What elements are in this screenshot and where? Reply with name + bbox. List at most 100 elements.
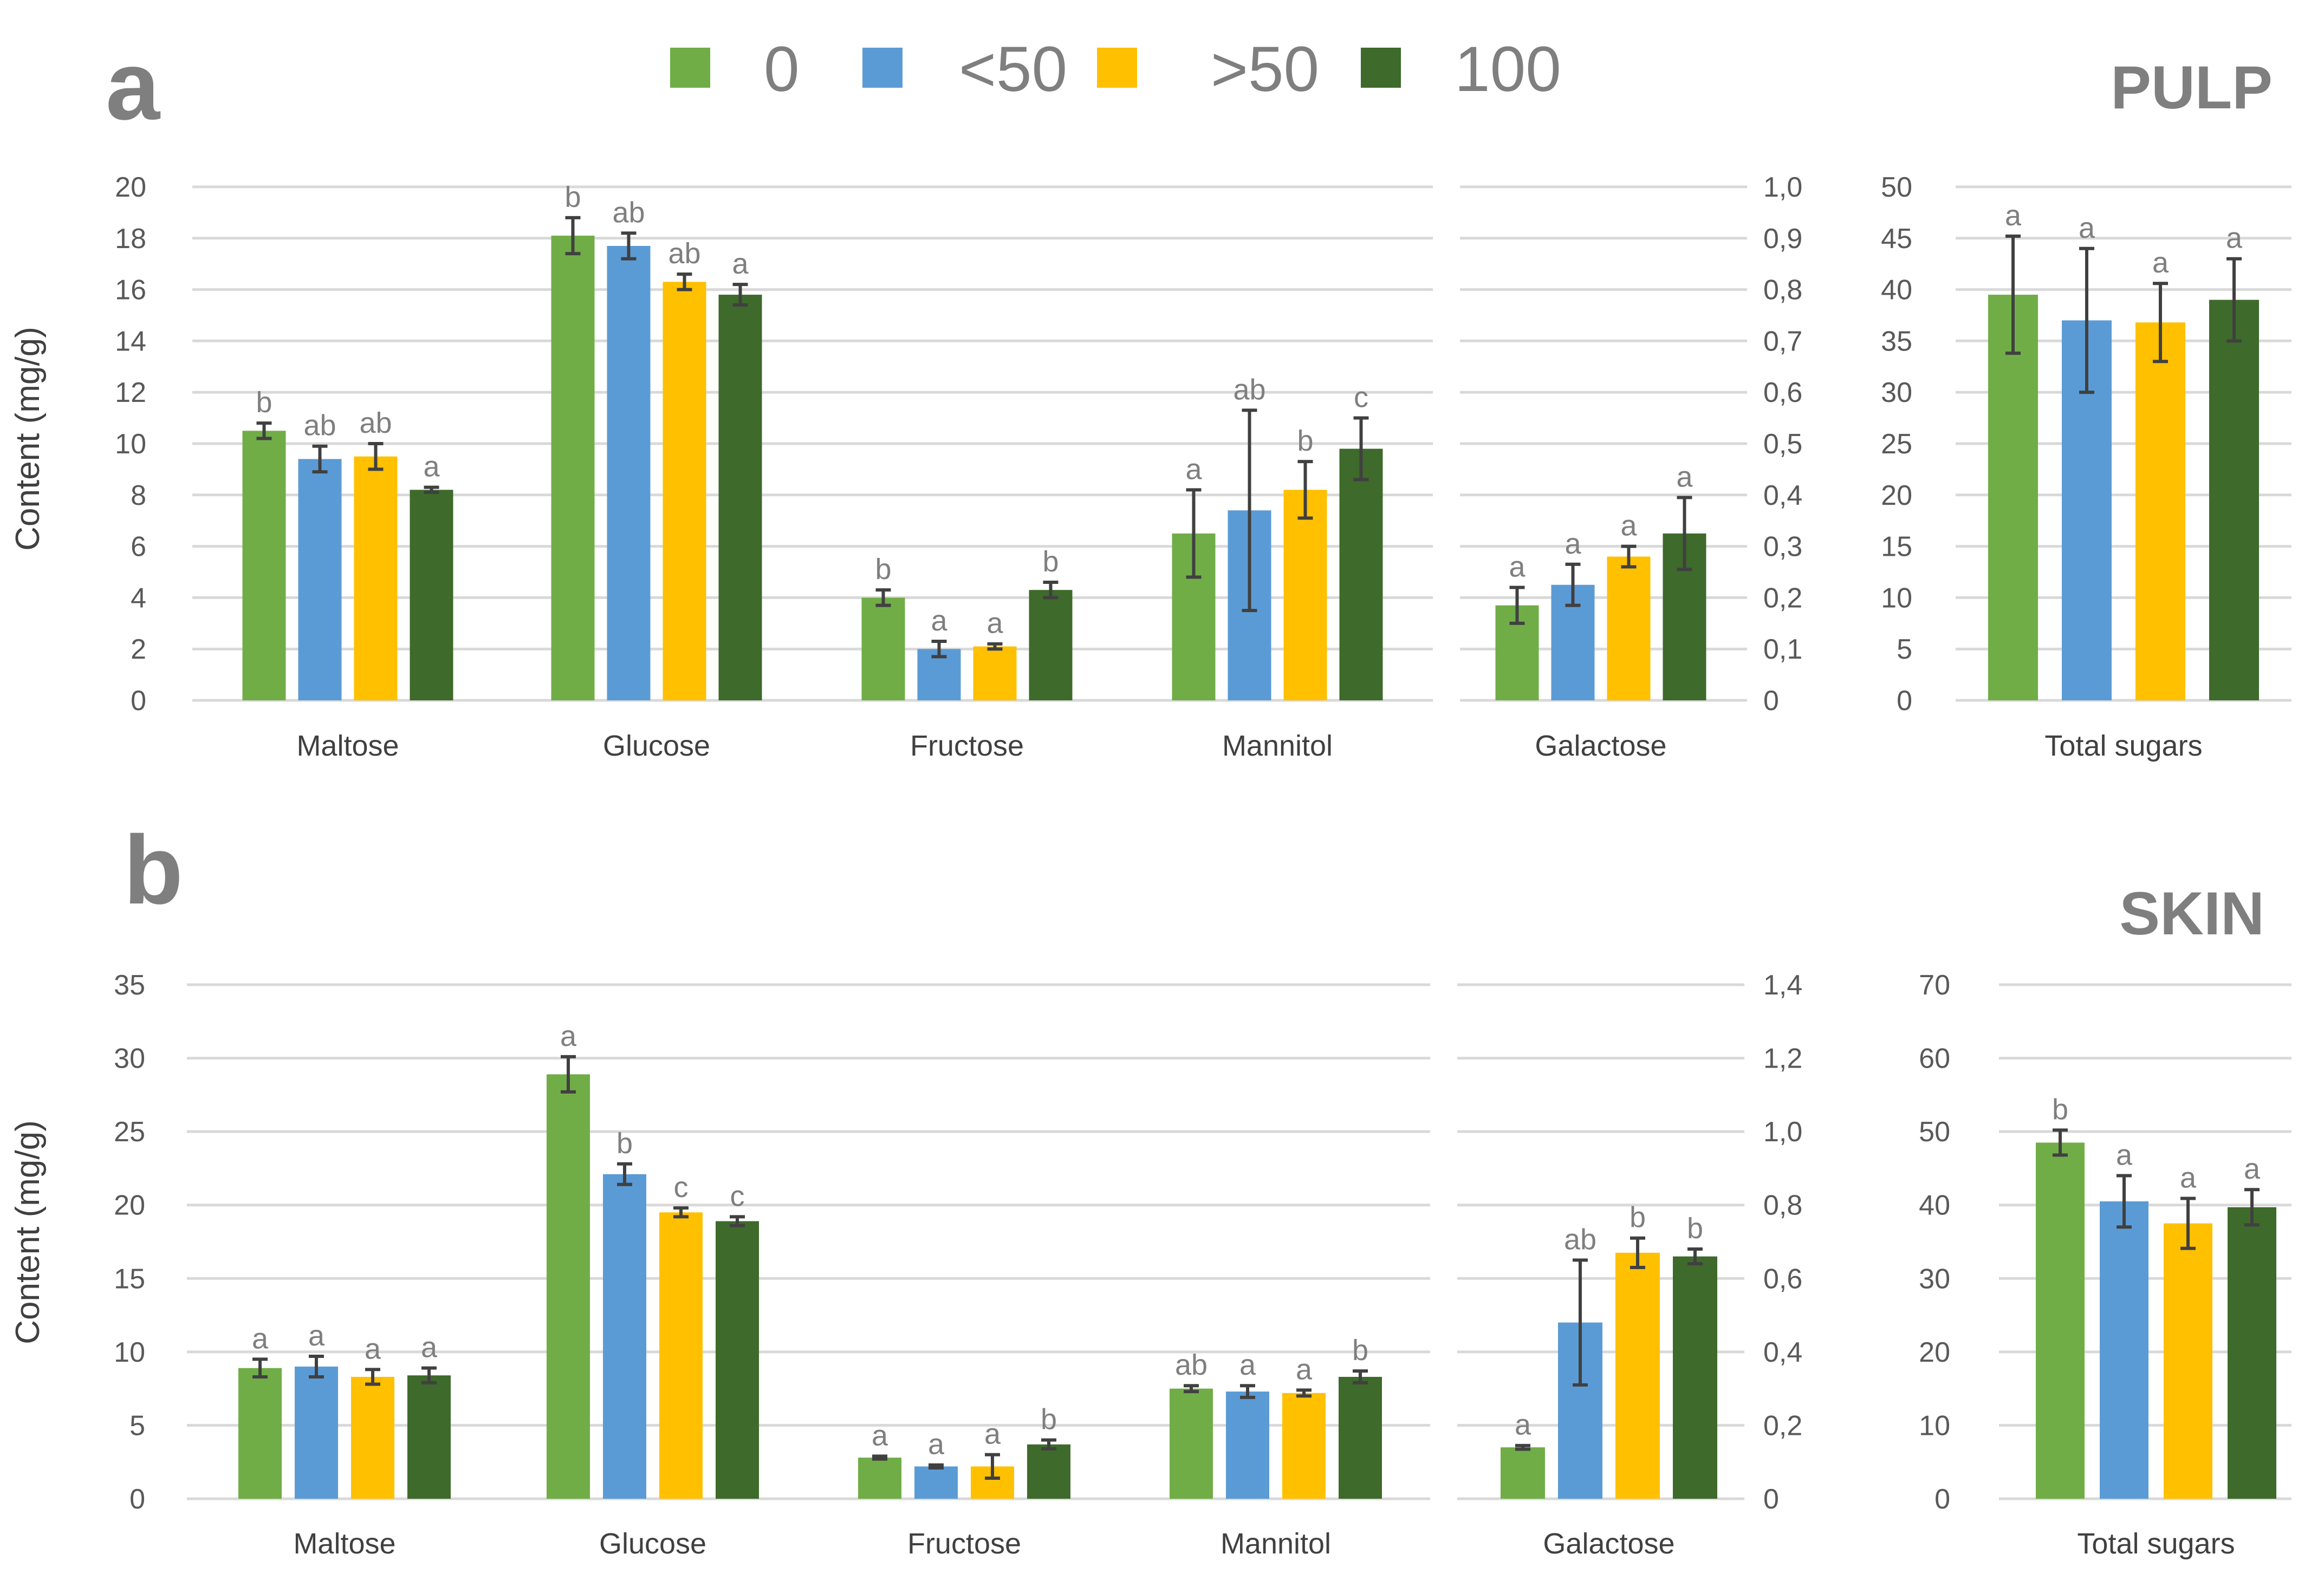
y-tick-label: 35 <box>114 970 145 1001</box>
secondary-y-tick-label: 1,0 <box>1763 1116 1802 1148</box>
significance-letter: a <box>365 1332 381 1365</box>
y-tick-label: 15 <box>114 1263 145 1295</box>
legend-swatch-0 <box>670 48 710 88</box>
secondary-y-tick-label: 0,8 <box>1763 1190 1802 1221</box>
legend: 0 <50 >50 100 <box>670 34 1561 105</box>
bar-mannitol-series-1 <box>1226 1392 1269 1499</box>
significance-letter: a <box>931 604 947 637</box>
secondary-y-tick-label: 1,4 <box>1763 970 1802 1001</box>
bar-fructose-series-1 <box>914 1466 958 1499</box>
secondary-y-tick-label: 0,6 <box>1763 1263 1802 1295</box>
significance-letter: ab <box>303 409 336 442</box>
significance-letter: a <box>1676 461 1693 493</box>
group-total: 0 5 10 15 20 25 30 35 40 45 50 a a a a Total sugars <box>1881 172 2291 762</box>
y-tick-label: 20 <box>1881 480 1912 511</box>
bar-galactose-series-2 <box>1607 556 1651 700</box>
bar-mannitol-series-2 <box>1282 1393 1326 1499</box>
y-tick-label: 0 <box>1897 685 1912 717</box>
y-tick-label: 10 <box>1881 582 1912 614</box>
significance-letter: ab <box>1175 1349 1208 1381</box>
significance-letter: ab <box>1564 1223 1596 1256</box>
pulp-panel: a PULP Content (mg/g) 0 2 4 6 8 10 12 14 16 18 20 0 0,1… <box>9 31 2291 762</box>
category-label-mannitol: Mannitol <box>1221 1527 1331 1560</box>
significance-letter: a <box>308 1319 325 1352</box>
bar-total-sugars-series-2 <box>2164 1223 2212 1499</box>
bar-glucose-series-0 <box>551 236 595 700</box>
significance-letter: a <box>928 1428 945 1461</box>
bar-glucose-series-1 <box>603 1174 646 1499</box>
significance-letter: a <box>1509 550 1525 583</box>
bar-fructose-series-0 <box>858 1458 901 1499</box>
category-label-fructose: Fructose <box>910 730 1024 762</box>
y-tick-label: 8 <box>131 480 146 511</box>
y-tick-label: 18 <box>115 223 146 255</box>
secondary-y-tick-label: 0,2 <box>1763 1410 1802 1441</box>
secondary-y-tick-label: 0,6 <box>1763 377 1802 408</box>
y-tick-label: 70 <box>1919 970 1950 1001</box>
bar-maltose-series-0 <box>242 431 286 700</box>
significance-letter: a <box>1296 1353 1313 1386</box>
significance-letter: a <box>2005 199 2022 232</box>
legend-label-0: 0 <box>764 34 800 105</box>
secondary-y-tick-label: 0,2 <box>1763 582 1802 614</box>
y-tick-label: 25 <box>1881 428 1912 460</box>
significance-letter: a <box>1565 528 1581 560</box>
secondary-y-tick-label: 0,3 <box>1763 531 1802 563</box>
group-total: 0 10 20 30 40 50 60 70 b a a a Total sugars <box>1919 970 2291 1560</box>
group-galactose: a a a a Galactose <box>1460 185 1747 762</box>
legend-swatch-100 <box>1361 48 1401 88</box>
bar-galactose-series-3 <box>1673 1256 1717 1499</box>
significance-letter: b <box>1630 1201 1646 1234</box>
category-label-total-sugars: Total sugars <box>2044 730 2202 762</box>
significance-letter: b <box>256 386 272 419</box>
significance-letter: a <box>2226 222 2243 255</box>
category-label-maltose: Maltose <box>293 1527 395 1560</box>
y-tick-label: 30 <box>114 1043 145 1075</box>
y-tick-label: 2 <box>131 634 146 665</box>
secondary-y-tick-label: 0,8 <box>1763 275 1802 306</box>
y-tick-label: 35 <box>1881 326 1912 357</box>
secondary-y-tick-label: 1,2 <box>1763 1043 1802 1075</box>
secondary-y-tick-label: 0,1 <box>1763 634 1802 665</box>
y-tick-label: 16 <box>115 275 146 306</box>
significance-letter: a <box>984 1418 1001 1451</box>
secondary-y-tick-label: 0,9 <box>1763 223 1802 255</box>
y-tick-label: 20 <box>1919 1337 1950 1368</box>
bar-galactose-series-0 <box>1501 1447 1545 1499</box>
significance-letter: b <box>564 181 581 213</box>
secondary-y-tick-label: 0 <box>1763 685 1779 717</box>
significance-letter: ab <box>612 196 645 229</box>
y-axis-title: Content (mg/g) <box>9 1120 47 1344</box>
y-tick-label: 40 <box>1919 1190 1950 1221</box>
y-tick-label: 20 <box>114 1190 145 1221</box>
significance-letter: b <box>875 553 891 586</box>
y-tick-label: 10 <box>1919 1410 1950 1441</box>
panel-label: b <box>124 816 183 925</box>
bar-maltose-series-1 <box>295 1366 338 1499</box>
significance-letter: a <box>986 607 1003 640</box>
bar-total-sugars-series-0 <box>1988 295 2038 700</box>
group-galactose: a ab b b Galactose <box>1457 983 1744 1560</box>
tissue-label: SKIN <box>2119 880 2264 947</box>
y-tick-label: 6 <box>131 531 146 563</box>
bar-mannitol-series-3 <box>1339 448 1383 700</box>
secondary-y-tick-label: 0,4 <box>1763 1337 1802 1368</box>
bar-glucose-series-2 <box>659 1212 703 1499</box>
significance-letter: c <box>674 1171 689 1204</box>
bar-fructose-series-2 <box>973 646 1017 700</box>
category-label-galactose: Galactose <box>1543 1527 1674 1560</box>
y-axis-title: Content (mg/g) <box>9 327 47 551</box>
y-tick-label: 30 <box>1881 377 1912 408</box>
bar-mannitol-series-2 <box>1283 490 1327 700</box>
legend-swatch-50 <box>1097 48 1137 88</box>
panel-label: a <box>106 31 161 140</box>
significance-letter: b <box>1041 1403 1057 1436</box>
bar-total-sugars-series-0 <box>2036 1142 2085 1499</box>
bar-glucose-series-1 <box>607 246 651 700</box>
bar-total-sugars-series-3 <box>2228 1207 2276 1499</box>
significance-letter: a <box>421 1331 438 1364</box>
category-label-glucose: Glucose <box>603 730 710 762</box>
y-tick-label: 0 <box>129 1484 145 1515</box>
bar-total-sugars-series-3 <box>2209 300 2259 700</box>
